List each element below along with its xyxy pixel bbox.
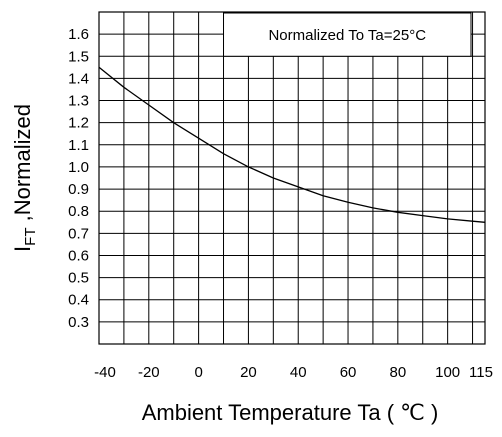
- annotation-text: Normalized To Ta=25°C: [268, 27, 426, 44]
- x-tick-label: 40: [290, 364, 307, 381]
- annotation-box: [223, 12, 472, 57]
- y-tick-labels: 1.6 1.5 1.4 1.3 1.2 1.1 1.0 0.9 0.8 0.7 0.6 0.5 0.4 0…: [68, 26, 89, 331]
- x-tick-label: 80: [389, 364, 406, 381]
- y-axis-title-sub: FT: [22, 228, 39, 246]
- y-tick-label: 1.1: [68, 137, 89, 154]
- y-tick-label: 1.0: [68, 159, 89, 176]
- y-tick-label: 0.5: [68, 270, 89, 287]
- y-tick-label: 1.6: [68, 26, 89, 43]
- x-tick-label: 60: [340, 364, 357, 381]
- y-tick-label: 1.3: [68, 93, 89, 110]
- y-tick-label: 1.4: [68, 70, 89, 87]
- x-tick-label: 20: [240, 364, 257, 381]
- series-line: [98, 66, 486, 223]
- y-axis-title-main: I: [10, 246, 35, 252]
- x-tick-label: 115: [469, 364, 493, 381]
- y-tick-label: 0.9: [68, 181, 89, 198]
- y-tick-label: 1.5: [68, 48, 89, 65]
- y-tick-label: 0.6: [68, 247, 89, 264]
- x-tick-label: -20: [138, 364, 160, 381]
- y-tick-label: 0.3: [68, 314, 89, 331]
- plot-frame: [98, 11, 486, 345]
- y-tick-label: 0.7: [68, 225, 89, 242]
- y-tick-label: 0.8: [68, 203, 89, 220]
- y-axis-title: IFT ,Normalized: [10, 104, 39, 252]
- y-axis-title-rest: ,Normalized: [10, 104, 35, 227]
- x-tick-labels: -40 -20 0 20 40 60 80 100 115: [94, 364, 493, 381]
- grid: [99, 12, 485, 344]
- y-tick-label: 0.4: [68, 292, 89, 309]
- y-tick-label: 1.2: [68, 115, 89, 132]
- x-tick-label: 0: [194, 364, 202, 381]
- x-tick-label: -40: [94, 364, 116, 381]
- x-axis-title: Ambient Temperature Ta ( ℃ ): [142, 400, 439, 425]
- x-tick-label: 100: [435, 364, 460, 381]
